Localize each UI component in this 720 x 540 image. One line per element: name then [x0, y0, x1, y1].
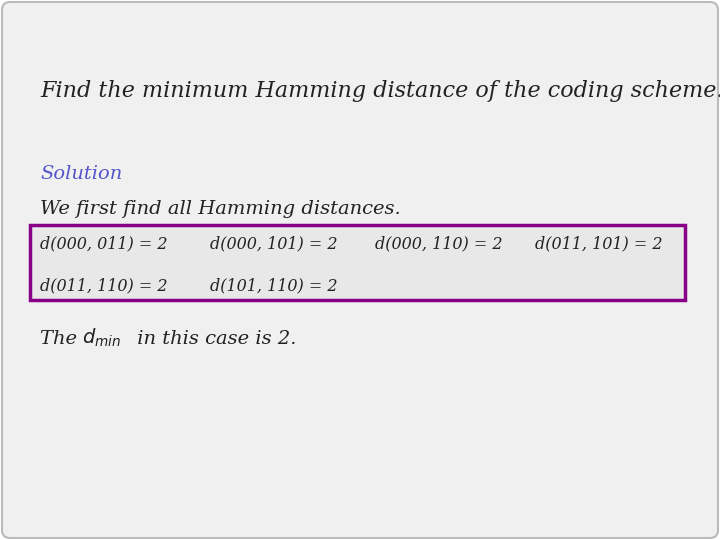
Text: d(000, 101) = 2: d(000, 101) = 2	[210, 235, 338, 252]
Text: d(000, 011) = 2: d(000, 011) = 2	[40, 235, 168, 252]
Text: $\mathit{d}_{min}$: $\mathit{d}_{min}$	[82, 327, 121, 349]
FancyBboxPatch shape	[30, 225, 685, 300]
Text: d(011, 101) = 2: d(011, 101) = 2	[535, 235, 662, 252]
Text: d(000, 110) = 2: d(000, 110) = 2	[375, 235, 503, 252]
Text: We first find all Hamming distances.: We first find all Hamming distances.	[40, 200, 401, 218]
Text: in this case is 2.: in this case is 2.	[131, 330, 297, 348]
Text: Find the minimum Hamming distance of the coding scheme.: Find the minimum Hamming distance of the…	[40, 80, 720, 102]
Text: The: The	[40, 330, 84, 348]
Text: d(101, 110) = 2: d(101, 110) = 2	[210, 277, 338, 294]
Text: d(011, 110) = 2: d(011, 110) = 2	[40, 277, 168, 294]
Text: Solution: Solution	[40, 165, 122, 183]
